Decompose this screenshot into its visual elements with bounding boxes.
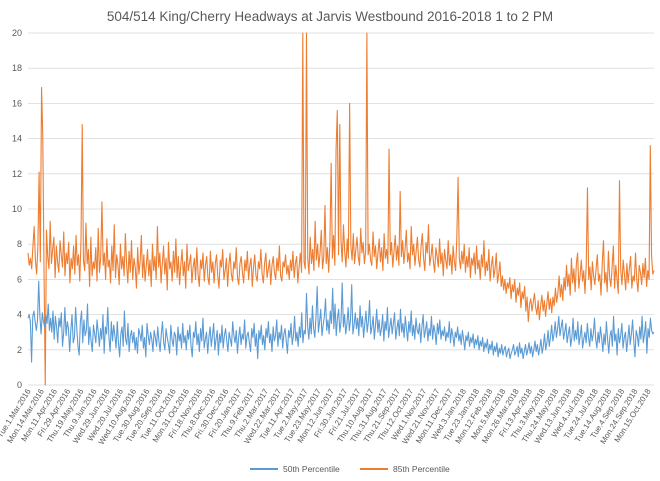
- series-line-85th-percentile: [27, 32, 655, 386]
- y-tick-label: 10: [12, 204, 22, 214]
- y-axis-ticks: 0 2 4 6 8 10 12 14 16 18 20: [12, 28, 22, 390]
- y-tick-label: 2: [17, 345, 22, 355]
- y-tick-label: 12: [12, 169, 22, 179]
- series-line-50th-percentile: [27, 280, 655, 363]
- y-tick-label: 8: [17, 239, 22, 249]
- y-tick-label: 0: [17, 380, 22, 390]
- chart-title: 504/514 King/Cherry Headways at Jarvis W…: [107, 9, 553, 24]
- y-tick-label: 4: [17, 310, 22, 320]
- legend: 50th Percentile 85th Percentile: [250, 464, 450, 474]
- x-axis-ticks: Tue.1.Mar.2016Mon.14.Mar.2016Mon.11.Apr.…: [0, 387, 653, 446]
- series-lines: [27, 32, 655, 386]
- y-tick-label: 14: [12, 134, 22, 144]
- y-tick-label: 18: [12, 63, 22, 73]
- y-tick-label: 16: [12, 98, 22, 108]
- y-tick-label: 6: [17, 274, 22, 284]
- y-tick-label: 20: [12, 28, 22, 38]
- legend-label-50th-percentile: 50th Percentile: [283, 464, 340, 474]
- legend-label-85th-percentile: 85th Percentile: [393, 464, 450, 474]
